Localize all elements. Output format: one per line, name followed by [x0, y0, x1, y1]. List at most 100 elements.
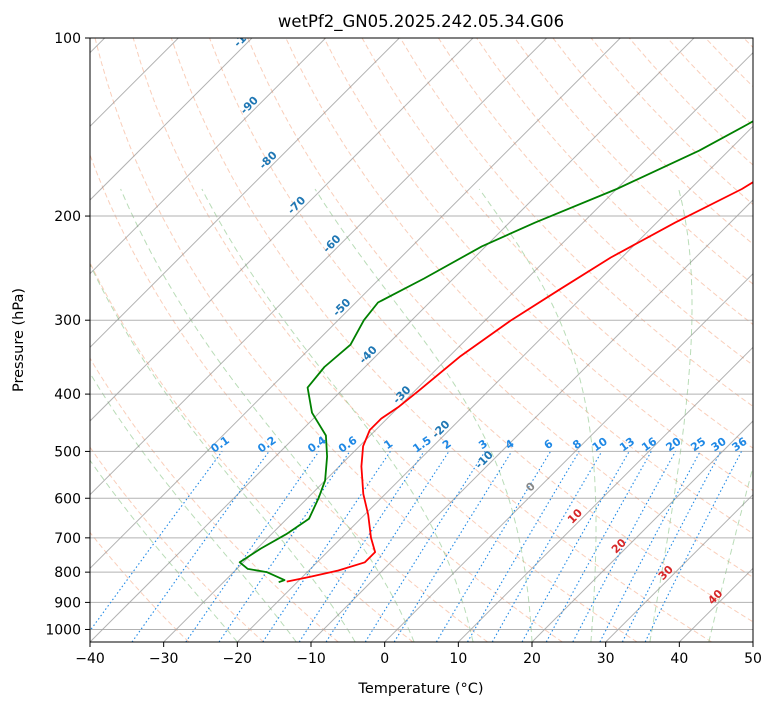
dry-adiabat-label: 0: [523, 479, 538, 494]
isotherm-line: [457, 346, 753, 642]
y-tick-label: 800: [54, 565, 81, 581]
dry-adiabat-line: [552, 38, 753, 245]
dry-adiabat-label: 30: [656, 563, 676, 583]
moist-adiabat-line: [90, 459, 238, 642]
y-tick-label: 900: [54, 595, 81, 611]
y-tick-label: 500: [54, 444, 81, 460]
isotherm-line: [678, 567, 753, 642]
y-tick-label: 400: [54, 387, 81, 403]
x-tick-label: −30: [149, 651, 179, 667]
dry-adiabat-label: -60: [320, 232, 343, 255]
mixing-ratio-line: [545, 451, 652, 642]
dry-adiabat-label: -40: [357, 343, 380, 366]
x-tick-label: 0: [380, 651, 389, 667]
mixing-ratio-line: [467, 451, 580, 642]
dry-adiabat-line: [667, 38, 753, 127]
isotherm-line: [384, 272, 753, 642]
isotherm-line: [236, 125, 753, 642]
dry-adiabat-label: -100: [231, 21, 260, 50]
isotherm-line: [90, 38, 695, 642]
x-tick-label: 10: [449, 651, 467, 667]
y-axis-label: Pressure (hPa): [11, 288, 27, 392]
moist-adiabat-line: [120, 188, 415, 642]
y-tick-label: 600: [54, 491, 81, 507]
mixing-ratio-line: [262, 451, 391, 642]
y-tick-label: 700: [54, 531, 81, 547]
moist-adiabat-line: [90, 263, 356, 642]
mixing-ratio-line: [90, 451, 223, 632]
dry-adiabat-label: -20: [429, 418, 452, 441]
x-tick-label: 40: [670, 651, 688, 667]
y-tick-label: 100: [54, 31, 81, 47]
dewpoint-profile-line: [238, 120, 753, 584]
mixing-ratio-line: [572, 451, 676, 642]
mixing-ratio-label: 4: [503, 437, 517, 452]
y-tick-label: 300: [54, 313, 81, 329]
dry-adiabat-line: [209, 38, 753, 623]
chart-title: wetPf2_GN05.2025.242.05.34.G06: [278, 12, 564, 32]
isotherm-line: [90, 38, 400, 349]
moist-adiabat-line: [314, 188, 533, 642]
dry-adiabat-line: [437, 38, 753, 366]
dry-adiabat-line: [743, 38, 753, 49]
isotherm-line: [90, 38, 327, 275]
isotherm-line: [605, 493, 753, 642]
line-labels: 0.1 0.2 0.4 0.6 1 1.5 2 3 4 6 8 10 13 16 20 25 30 36-100-…: [208, 21, 749, 607]
moist-adiabat-line: [649, 188, 693, 642]
moist-adiabat-line: [708, 465, 753, 642]
mixing-ratio-label: 2: [440, 437, 454, 452]
moist-adiabat-line: [201, 188, 474, 642]
dry-adiabat-label: -80: [257, 148, 280, 171]
x-tick-label: −10: [296, 651, 326, 667]
dry-adiabat-label: 40: [705, 587, 725, 607]
x-axis-ticks: −40 −30 −20 −10 0 10 20 30 40 50: [75, 642, 762, 667]
mixing-ratio-label: 6: [542, 437, 556, 452]
dry-adiabat-label: -30: [390, 383, 413, 406]
mixing-ratio-line: [393, 451, 513, 642]
mixing-ratio-label: 0.1: [208, 434, 231, 456]
dry-adiabat-line: [361, 38, 753, 449]
mixing-ratio-line: [131, 451, 270, 642]
isotherm-line: [752, 641, 753, 642]
y-tick-label: 200: [54, 209, 81, 225]
dry-adiabat-line: [170, 38, 712, 642]
isotherm-line: [90, 38, 621, 570]
mixing-ratio-label: 1.5: [410, 434, 433, 456]
mixing-ratio-line: [521, 451, 630, 642]
mixing-ratio-line: [185, 451, 320, 642]
mixing-ratio-line: [298, 451, 425, 642]
x-tick-label: −20: [223, 651, 253, 667]
dry-adiabat-line: [514, 38, 753, 285]
isotherm-line: [90, 38, 253, 201]
x-tick-label: 20: [523, 651, 541, 667]
x-tick-label: 30: [597, 651, 615, 667]
dry-adiabat-line: [90, 357, 339, 642]
mixing-ratio-line: [644, 451, 742, 642]
moist-adiabat-line: [90, 372, 297, 642]
dry-adiabat-label: -50: [330, 296, 353, 319]
profile-lines: [238, 120, 753, 584]
isotherm-line: [163, 51, 753, 642]
y-tick-label: 1000: [45, 622, 81, 638]
moist-adiabat-line: [478, 188, 597, 642]
mixing-ratio-line: [218, 451, 351, 642]
mixing-ratio-line: [621, 451, 722, 642]
plot-frame: [89, 37, 754, 643]
mixing-ratio-line: [435, 451, 552, 642]
isotherm-line: [531, 420, 753, 642]
dry-adiabat-line: [247, 38, 753, 578]
x-tick-label: 50: [744, 651, 762, 667]
dry-adiabat-line: [90, 531, 190, 642]
dry-adiabat-line: [94, 38, 563, 642]
x-tick-label: −40: [75, 651, 105, 667]
mixing-ratio-line: [325, 451, 450, 642]
temperature-profile-line: [286, 181, 753, 583]
mixing-ratio-label: 0.6: [336, 433, 360, 455]
dry-adiabat-line: [399, 38, 753, 408]
isotherm-line: [90, 38, 548, 496]
y-axis-ticks: 100 200 300 400 500 600 700 800 900 1000: [45, 31, 90, 638]
x-axis-label: Temperature (°C): [357, 681, 483, 697]
dry-adiabat-label: -90: [238, 94, 261, 117]
background-grid: [90, 38, 753, 642]
